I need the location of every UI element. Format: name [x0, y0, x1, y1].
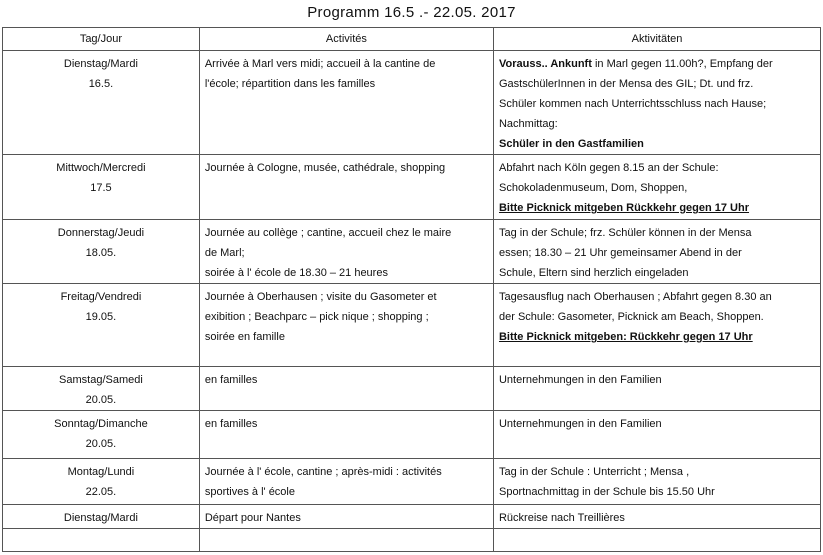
- day-name: Donnerstag/Jeudi: [57, 227, 145, 239]
- header-aktivitaeten: Aktivitäten: [492, 27, 822, 51]
- activity-line: Vorauss.. Ankunft in Marl gegen 11.00h?,…: [498, 58, 773, 70]
- day-date: 20.05.: [85, 394, 117, 406]
- day-cell: Freitag/Vendredi 19.05.: [2, 283, 200, 367]
- activity-line: l'école; répartition dans les familles: [204, 78, 376, 90]
- activites-cell: en familles: [198, 410, 494, 459]
- activity-line: sportives à l' école: [204, 486, 295, 498]
- activity-line: en familles: [204, 418, 258, 430]
- activity-line: Abfahrt nach Köln gegen 8.15 an der Schu…: [498, 162, 719, 174]
- day-name: Montag/Lundi: [67, 466, 135, 478]
- day-cell: Dienstag/Mardi: [2, 504, 200, 529]
- day-date: 22.05.: [85, 486, 117, 498]
- activity-line: en familles: [204, 374, 258, 386]
- activity-line: Journée au collège ; cantine, accueil ch…: [204, 227, 452, 239]
- activity-line: der Schule: Gasometer, Picknick am Beach…: [498, 311, 764, 323]
- activity-line: Départ pour Nantes: [204, 512, 301, 524]
- aktivitaeten-cell: Tag in der Schule; frz. Schüler können i…: [492, 219, 822, 284]
- activites-cell: Arrivée à Marl vers midi; accueil à la c…: [198, 50, 494, 155]
- header-day: Tag/Jour: [2, 27, 200, 51]
- aktivitaeten-cell: Rückreise nach Treillières: [492, 504, 822, 529]
- activity-line: soirée à l' école de 18.30 – 21 heures: [204, 267, 388, 279]
- day-cell: [2, 528, 200, 552]
- activity-line: Bitte Picknick mitgeben Rückkehr gegen 1…: [498, 202, 750, 214]
- activity-line: Schüler kommen nach Unterrichtsschluss n…: [498, 98, 767, 110]
- day-cell: Samstag/Samedi 20.05.: [2, 366, 200, 411]
- activites-cell: Journée à l' école, cantine ; après-midi…: [198, 458, 494, 505]
- header-activites: Activités: [198, 27, 494, 51]
- activity-line: Unternehmungen in den Familien: [498, 374, 662, 386]
- activity-line: Schule, Eltern sind herzlich eingeladen: [498, 267, 689, 279]
- activity-line: Unternehmungen in den Familien: [498, 418, 662, 430]
- day-cell: Donnerstag/Jeudi 18.05.: [2, 219, 200, 284]
- day-date: 19.05.: [85, 311, 117, 323]
- aktivitaeten-cell: Tagesausflug nach Oberhausen ; Abfahrt g…: [492, 283, 822, 367]
- day-date: 16.5.: [88, 78, 114, 90]
- day-date: 18.05.: [85, 247, 117, 259]
- schedule-table: Tag/Jour Activités Aktivitäten Dienstag/…: [2, 27, 822, 552]
- activites-cell: Journée à Cologne, musée, cathédrale, sh…: [198, 154, 494, 220]
- page-title: Programm 16.5 .- 22.05. 2017: [307, 4, 516, 21]
- day-name: Samstag/Samedi: [59, 374, 143, 386]
- activity-line: Nachmittag:: [498, 118, 558, 130]
- activity-line: Arrivée à Marl vers midi; accueil à la c…: [204, 58, 436, 70]
- day-cell: Sonntag/Dimanche 20.05.: [2, 410, 200, 459]
- activity-line: Journée à Oberhausen ; visite du Gasomet…: [204, 291, 437, 303]
- activity-line: Sportnachmittag in der Schule bis 15.50 …: [498, 486, 715, 498]
- day-name: Mittwoch/Mercredi: [56, 162, 146, 174]
- day-name: Sonntag/Dimanche: [54, 418, 148, 430]
- aktivitaeten-cell: Vorauss.. Ankunft in Marl gegen 11.00h?,…: [492, 50, 822, 155]
- table-row: Freitag/Vendredi 19.05. Journée à Oberhaus…: [2, 283, 822, 367]
- aktivitaeten-cell: Unternehmungen in den Familien: [492, 366, 822, 411]
- activity-line: Rückreise nach Treillières: [498, 512, 625, 524]
- activity-line: GastschülerInnen in der Mensa des GIL; D…: [498, 78, 754, 90]
- aktivitaeten-cell: Tag in der Schule : Unterricht ; Mensa ,…: [492, 458, 822, 505]
- table-row: Samstag/Samedi 20.05. en familles Unternehm…: [2, 366, 822, 411]
- activity-line: Tagesausflug nach Oberhausen ; Abfahrt g…: [498, 291, 772, 303]
- table-row: Dienstag/Mardi 16.5. Arrivée à Marl vers m…: [2, 50, 822, 155]
- aktivitaeten-cell: Abfahrt nach Köln gegen 8.15 an der Schu…: [492, 154, 822, 220]
- day-name: Freitag/Vendredi: [60, 291, 142, 303]
- table-row: [2, 528, 822, 552]
- activity-line: essen; 18.30 – 21 Uhr gemeinsamer Abend …: [498, 247, 742, 259]
- activity-line: de Marl;: [204, 247, 245, 259]
- activity-line: soirée en famille: [204, 331, 285, 343]
- aktivitaeten-cell: [492, 528, 822, 552]
- day-cell: Mittwoch/Mercredi 17.5: [2, 154, 200, 220]
- activity-line: Schüler in den Gastfamilien: [498, 138, 644, 150]
- activity-line: Journée à Cologne, musée, cathédrale, sh…: [204, 162, 446, 174]
- activity-line: Bitte Picknick mitgeben: Rückkehr gegen …: [498, 331, 753, 343]
- day-cell: Montag/Lundi 22.05.: [2, 458, 200, 505]
- aktivitaeten-cell: Unternehmungen in den Familien: [492, 410, 822, 459]
- activity-line: Schokoladenmuseum, Dom, Shoppen,: [498, 182, 688, 194]
- day-name: Dienstag/Mardi: [63, 58, 138, 70]
- day-cell: Dienstag/Mardi 16.5.: [2, 50, 200, 155]
- activites-cell: Journée à Oberhausen ; visite du Gasomet…: [198, 283, 494, 367]
- activity-line: exibition ; Beachparc – pick nique ; sho…: [204, 311, 429, 323]
- activity-line: Tag in der Schule : Unterricht ; Mensa ,: [498, 466, 690, 478]
- table-row: Montag/Lundi 22.05. Journée à l' école, ca…: [2, 458, 822, 505]
- activites-cell: en familles: [198, 366, 494, 411]
- day-date: 20.05.: [85, 438, 117, 450]
- day-date: 17.5: [90, 182, 112, 194]
- table-row: Donnerstag/Jeudi 18.05. Journée au collège…: [2, 219, 822, 284]
- activity-line: Journée à l' école, cantine ; après-midi…: [204, 466, 442, 478]
- table-row: Mittwoch/Mercredi 17.5 Journée à Cologne, …: [2, 154, 822, 220]
- table-row: Sonntag/Dimanche 20.05. en familles Unterne…: [2, 410, 822, 459]
- table-row: Dienstag/Mardi Départ pour Nantes Rückreis…: [2, 504, 822, 529]
- activites-cell: Journée au collège ; cantine, accueil ch…: [198, 219, 494, 284]
- table-header-row: Tag/Jour Activités Aktivitäten: [2, 27, 822, 51]
- activites-cell: [198, 528, 494, 552]
- activites-cell: Départ pour Nantes: [198, 504, 494, 529]
- activity-line: Tag in der Schule; frz. Schüler können i…: [498, 227, 752, 239]
- day-name: Dienstag/Mardi: [63, 512, 138, 524]
